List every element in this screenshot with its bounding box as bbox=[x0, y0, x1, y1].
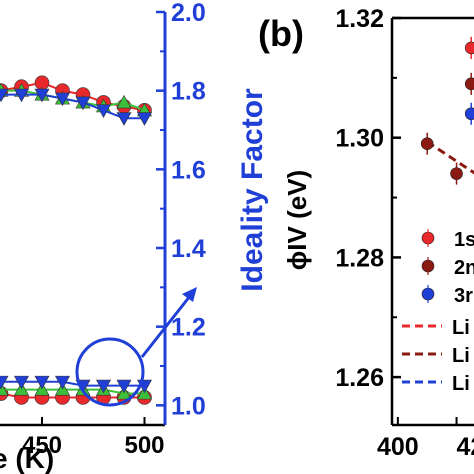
panel-b-y-tick-label: 1.30 bbox=[335, 125, 384, 153]
panel-a-y2-tick-label: 1.2 bbox=[171, 314, 206, 342]
panel-b: (b) 1.26 1.28 1.30 1.32 400 42 1sst 2n 3r Li Li Li… bbox=[258, 5, 474, 461]
panel-a-data-point bbox=[75, 96, 91, 111]
legend-label: Li bbox=[452, 373, 470, 395]
panel-a-series-line bbox=[0, 93, 145, 120]
panel-a-data-point bbox=[54, 92, 71, 107]
panel-a-series-line bbox=[0, 392, 145, 399]
panel-b-x-tick-label: 400 bbox=[377, 433, 419, 461]
panel-a-data-point bbox=[54, 375, 71, 390]
panel-a-data-point bbox=[13, 88, 30, 103]
panel-a-data-point bbox=[116, 112, 132, 126]
panel-a-x-tick-label: 450 bbox=[22, 432, 62, 459]
panel-a-series-line bbox=[0, 380, 145, 387]
panel-b-x-tick-label: 42 bbox=[457, 433, 474, 461]
legend-label: 3r bbox=[454, 285, 473, 307]
panel-b-data-marks bbox=[420, 36, 474, 185]
zoom-arrow-line bbox=[140, 295, 192, 358]
panel-a-right-axis-label: Ideality Factor bbox=[236, 88, 269, 292]
panel-a-y2-tick-label: 2.0 bbox=[171, 0, 206, 27]
panel-a-data-point bbox=[95, 104, 112, 118]
panel-a-data-point bbox=[13, 375, 30, 390]
panel-b-y-tick-label: 1.28 bbox=[335, 244, 384, 272]
panel-a-y2-tick-label: 1.6 bbox=[171, 156, 206, 184]
panel-a-data-point bbox=[116, 94, 132, 109]
panel-b-data-point bbox=[464, 41, 474, 55]
panel-b-y-tick-label: 1.32 bbox=[335, 5, 384, 33]
panel-a-y2-tick-label: 1.0 bbox=[171, 392, 206, 420]
panel-a-data-point bbox=[0, 88, 9, 103]
panel-b-legend: 1sst 2n 3r Li Li Li bbox=[402, 226, 474, 395]
panel-b-data-point bbox=[464, 107, 474, 121]
panel-a: 450 500 1.0 1.2 1.4 1.6 1.8 2.0 Ideality Factor… bbox=[0, 0, 269, 474]
panel-b-y-tick-label: 1.26 bbox=[335, 364, 384, 392]
panel-a-x-tick-label: 500 bbox=[124, 432, 164, 459]
panel-a-data-point bbox=[34, 375, 50, 390]
panel-a-axes bbox=[0, 12, 167, 427]
panel-b-ticks: 1.26 1.28 1.30 1.32 400 42 bbox=[335, 5, 474, 461]
panel-a-zoom-annotation bbox=[75, 287, 197, 407]
panel-a-data-point bbox=[34, 88, 50, 103]
panel-a-ticks: 450 500 1.0 1.2 1.4 1.6 1.8 2.0 bbox=[22, 0, 206, 459]
panel-a-data-point bbox=[116, 379, 132, 394]
panel-b-data-point bbox=[420, 137, 434, 150]
panel-b-label: (b) bbox=[258, 13, 304, 54]
panel-a-data-point bbox=[0, 375, 9, 390]
panel-a-data-point bbox=[136, 112, 153, 126]
panel-b-axes bbox=[390, 16, 474, 427]
legend-label: Li bbox=[452, 345, 470, 367]
panel-b-y-axis-label: ϕIV (eV) bbox=[282, 170, 312, 270]
panel-a-data-point bbox=[95, 379, 112, 394]
legend-label: 2n bbox=[454, 257, 474, 279]
legend-label: Li bbox=[452, 317, 470, 339]
panel-a-y2-tick-label: 1.4 bbox=[171, 235, 206, 263]
panel-a-series-line bbox=[0, 388, 145, 395]
panel-a-x-axis-label: e (K) bbox=[0, 443, 54, 474]
panel-a-data-marks bbox=[0, 75, 153, 405]
panel-b-data-point bbox=[464, 77, 474, 91]
zoom-circle bbox=[75, 337, 145, 407]
zoom-arrow-head bbox=[182, 287, 197, 302]
legend-label: 1sst bbox=[454, 226, 474, 251]
panel-b-fit-line bbox=[426, 140, 474, 175]
panel-b-data-point bbox=[450, 167, 463, 180]
panel-a-y2-tick-label: 1.8 bbox=[171, 78, 206, 106]
